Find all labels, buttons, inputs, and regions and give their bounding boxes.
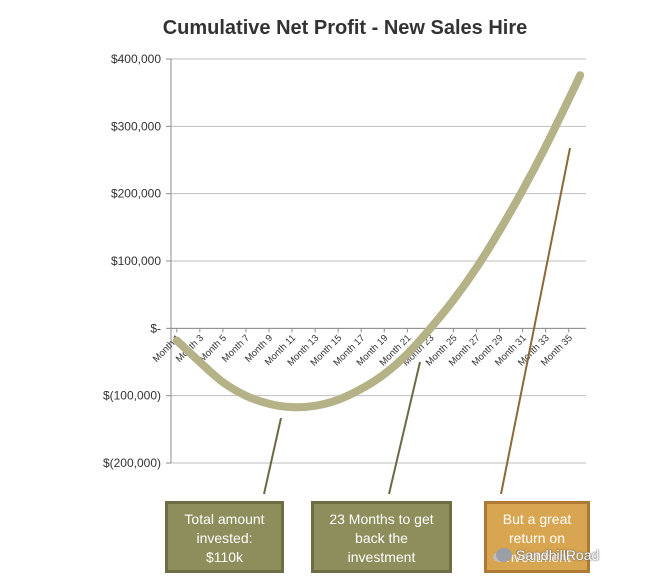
- callout-pointer-line: [500, 147, 571, 495]
- gridlines: [166, 58, 586, 464]
- callout-line: Total amount: [184, 511, 265, 527]
- y-tick-label: $(100,000): [103, 389, 161, 403]
- axes: [170, 59, 586, 463]
- callout-line: 23 Months to get: [329, 511, 434, 527]
- y-tick-label: $100,000: [111, 254, 161, 268]
- series-line-cumulative-net-profit: [172, 71, 585, 412]
- callout-line: investment: [503, 549, 571, 565]
- callout-line: investment: [347, 549, 416, 565]
- y-axis-ticks: $400,000 $300,000 $200,000 $100,000 $- $(100,…: [103, 52, 161, 470]
- callout-line: invested:: [196, 530, 253, 546]
- watermark-text: SandhillRoad: [516, 547, 600, 563]
- y-tick-label: $300,000: [111, 119, 161, 133]
- callout-payback-period: 23 Months to get back the investment: [311, 501, 452, 573]
- chart-title: Cumulative Net Profit - New Sales Hire: [163, 17, 528, 39]
- y-tick-label: $400,000: [111, 52, 161, 66]
- callout-pointer-line: [263, 417, 282, 495]
- y-tick-label: $(200,000): [103, 456, 161, 470]
- callout-total-invested: Total amount invested: $110k: [165, 501, 284, 573]
- series-layer: [172, 71, 585, 412]
- callout-line: But a great: [502, 511, 572, 527]
- watermark: SandhillRoad: [496, 547, 599, 563]
- callout-line: back the: [355, 530, 408, 546]
- y-tick-label: $-: [150, 321, 161, 335]
- callout-line: return on: [508, 530, 566, 546]
- wechat-icon: [496, 548, 512, 562]
- callout-line: $110k: [205, 549, 244, 565]
- y-tick-label: $200,000: [111, 187, 161, 201]
- callout-pointers: [263, 147, 571, 495]
- callout-pointer-line: [388, 361, 421, 495]
